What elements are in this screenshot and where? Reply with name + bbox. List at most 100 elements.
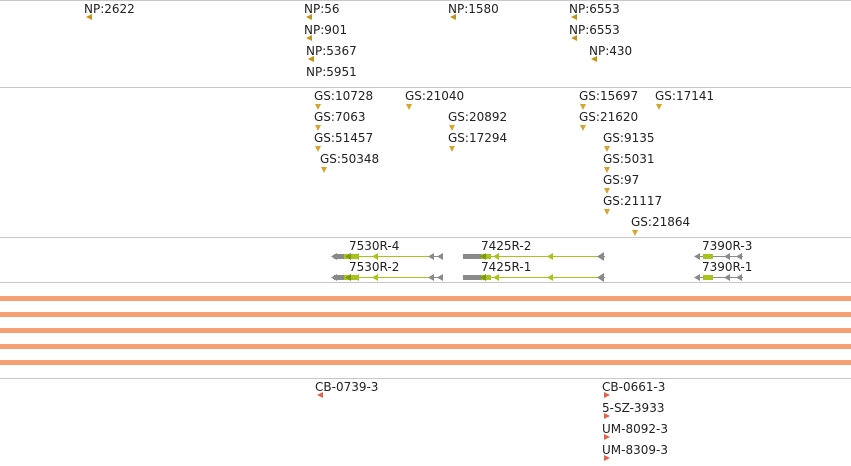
cb-feature[interactable]: UM-8092-3	[602, 422, 668, 440]
feature-label: GS:9135	[603, 131, 655, 145]
np-feature[interactable]: NP:5951	[306, 56, 357, 79]
gs-feature[interactable]: GS:17294	[448, 131, 508, 152]
transcript-model[interactable]	[694, 274, 743, 281]
arrow-left-icon	[306, 14, 312, 20]
arrow-down-icon	[580, 104, 586, 110]
np-feature[interactable]: NP:901	[304, 23, 348, 41]
feature-label: CB-0661-3	[602, 380, 666, 394]
arrow-down-icon	[449, 125, 455, 131]
coverage-band[interactable]	[0, 312, 851, 317]
arrow-right-icon	[604, 434, 610, 440]
arrow-down-icon	[604, 188, 610, 194]
gs-feature[interactable]: GS:7063	[314, 110, 366, 131]
arrow-left-icon	[86, 14, 92, 20]
arrow-down-icon	[604, 146, 610, 152]
transcript-label: 7390R-1	[702, 260, 753, 274]
feature-label: GS:5031	[603, 152, 655, 166]
feature-label: NP:1580	[448, 2, 499, 16]
coverage-band[interactable]	[0, 328, 851, 333]
transcript-label: 7530R-2	[349, 260, 400, 274]
track-separator	[0, 237, 851, 238]
feature-label: NP:901	[304, 23, 348, 37]
arrow-down-icon	[321, 167, 327, 173]
feature-label: CB-0739-3	[315, 380, 379, 394]
track-separator	[0, 87, 851, 88]
arrow-down-icon	[315, 146, 321, 152]
gs-feature[interactable]: GS:21040	[405, 89, 465, 110]
feature-label: GS:21040	[405, 89, 465, 103]
gs-feature[interactable]: GS:21620	[579, 110, 638, 131]
feature-label: GS:97	[603, 173, 640, 187]
feature-label: GS:21864	[631, 215, 691, 229]
cb-feature[interactable]: 5-SZ-3933	[602, 401, 664, 419]
np-feature[interactable]: NP:56	[304, 2, 340, 20]
np-feature[interactable]: NP:430	[589, 44, 633, 62]
arrow-left-icon	[571, 35, 577, 41]
transcript-model[interactable]	[463, 252, 605, 261]
gs-feature[interactable]: GS:21864	[631, 215, 691, 236]
np-feature[interactable]: NP:6553	[569, 23, 620, 41]
cb-feature[interactable]: CB-0661-3	[602, 380, 666, 398]
feature-label: GS:50348	[320, 152, 380, 166]
arrow-down-icon	[604, 167, 610, 173]
arrow-right-icon	[604, 455, 610, 461]
feature-label: GS:17294	[448, 131, 508, 145]
transcript-model[interactable]	[463, 273, 605, 282]
gs-feature[interactable]: GS:21117	[603, 194, 663, 215]
feature-label: GS:20892	[448, 110, 508, 124]
arrow-right-icon	[604, 392, 610, 398]
feature-label: NP:6553	[569, 2, 620, 16]
feature-label: NP:56	[304, 2, 340, 16]
arrow-left-icon	[308, 56, 314, 62]
feature-label: NP:5367	[306, 44, 357, 58]
feature-label: GS:17141	[655, 89, 715, 103]
feature-label: NP:6553	[569, 23, 620, 37]
arrow-down-icon	[604, 209, 610, 215]
arrow-down-icon	[580, 125, 586, 131]
np-feature[interactable]: NP:1580	[448, 2, 499, 20]
arrow-down-icon	[449, 146, 455, 152]
gs-feature[interactable]: GS:97	[603, 173, 640, 194]
gs-feature[interactable]: GS:15697	[579, 89, 639, 110]
arrow-right-icon	[604, 413, 610, 419]
np-feature[interactable]: NP:2622	[84, 2, 135, 20]
feature-label: GS:15697	[579, 89, 639, 103]
arrow-down-icon	[406, 104, 412, 110]
gs-feature[interactable]: GS:10728	[314, 89, 374, 110]
coverage-band[interactable]	[0, 344, 851, 349]
np-feature[interactable]: NP:6553	[569, 2, 620, 20]
feature-label: NP:430	[589, 44, 633, 58]
track-separator	[0, 282, 851, 283]
gs-feature[interactable]: GS:9135	[603, 131, 655, 152]
arrow-left-icon	[450, 14, 456, 20]
gs-feature[interactable]: GS:50348	[320, 152, 380, 173]
transcript-model[interactable]	[694, 253, 743, 260]
feature-label: UM-8092-3	[602, 422, 668, 436]
gs-feature[interactable]: GS:51457	[314, 131, 374, 152]
arrow-down-icon	[656, 104, 662, 110]
feature-label: UM-8309-3	[602, 443, 668, 457]
gs-feature[interactable]: GS:17141	[655, 89, 715, 110]
transcript-model[interactable]	[331, 274, 443, 281]
feature-label: GS:10728	[314, 89, 374, 103]
coverage-band[interactable]	[0, 296, 851, 301]
feature-label: GS:51457	[314, 131, 374, 145]
arrow-left-icon	[591, 56, 597, 62]
transcript-model[interactable]	[331, 253, 443, 260]
arrow-down-icon	[315, 104, 321, 110]
arrow-left-icon	[317, 392, 323, 398]
gs-feature[interactable]: GS:20892	[448, 110, 508, 131]
arrow-left-icon	[306, 35, 312, 41]
coverage-band[interactable]	[0, 360, 851, 365]
gs-feature[interactable]: GS:5031	[603, 152, 655, 173]
track-separator	[0, 0, 851, 1]
arrow-left-icon	[571, 14, 577, 20]
cb-feature[interactable]: UM-8309-3	[602, 443, 668, 461]
feature-label: GS:21117	[603, 194, 663, 208]
arrow-down-icon	[315, 125, 321, 131]
cb-feature[interactable]: CB-0739-3	[315, 380, 379, 398]
transcript-label: 7425R-2	[481, 239, 532, 253]
track-separator	[0, 378, 851, 379]
